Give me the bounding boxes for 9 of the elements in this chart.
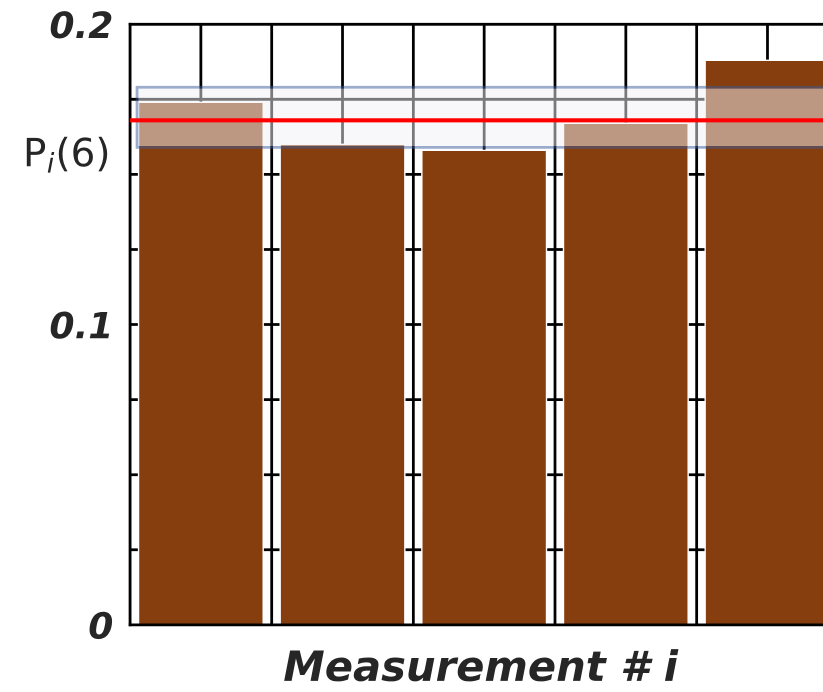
bar bbox=[279, 144, 406, 625]
y-tick-label: 0.1 bbox=[50, 311, 110, 339]
x-axis-title: Measurement # i bbox=[284, 649, 678, 682]
y-tick-label: 0.2 bbox=[50, 11, 112, 38]
bar bbox=[421, 150, 548, 625]
bar bbox=[562, 122, 689, 625]
y-tick-label: 0 bbox=[90, 612, 112, 640]
y-axis-title: P$_{i}$(6) bbox=[26, 136, 108, 173]
bar bbox=[138, 102, 264, 625]
